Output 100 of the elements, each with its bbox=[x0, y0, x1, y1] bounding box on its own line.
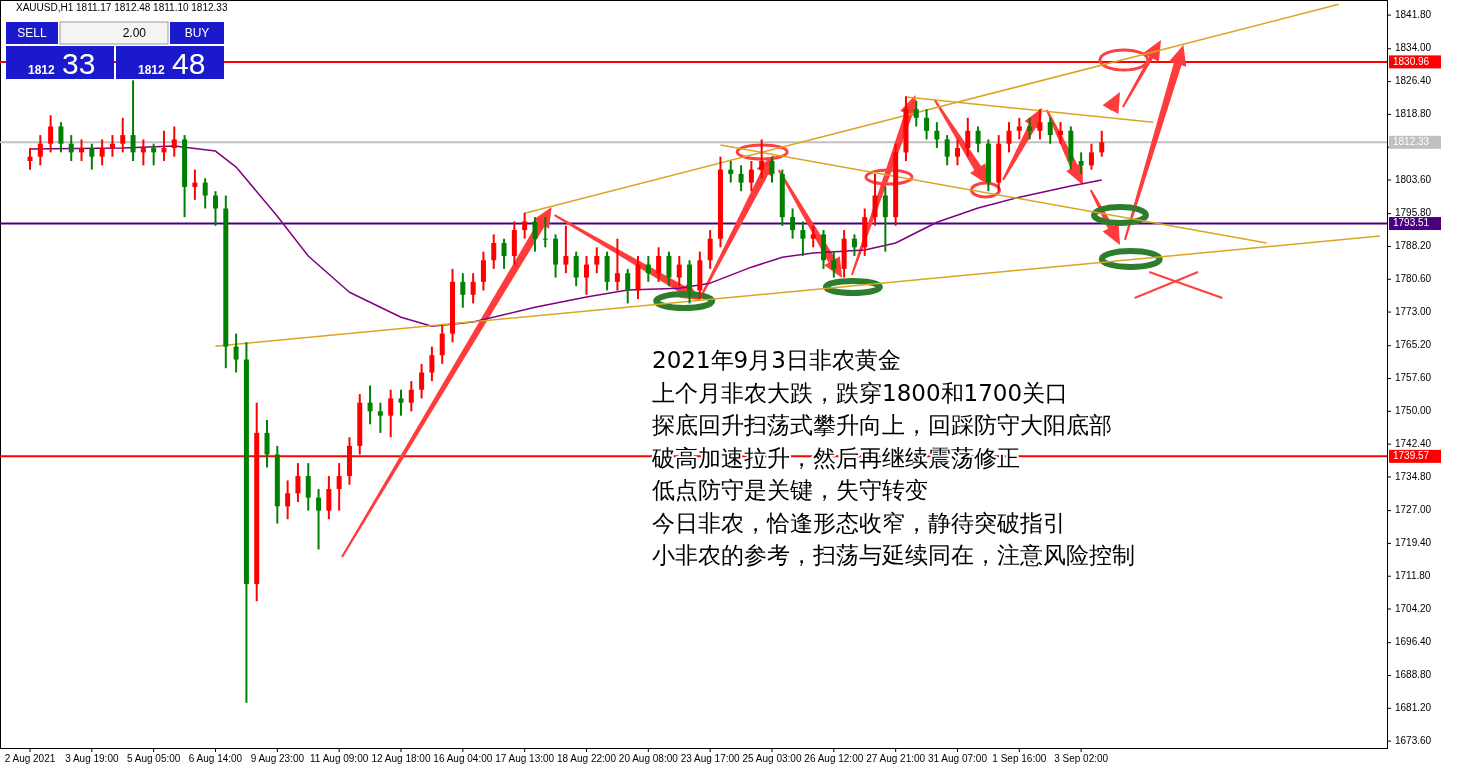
x-tick-label: 5 Aug 05:00 bbox=[126, 753, 181, 764]
ref-line-label: 1812.33 bbox=[1393, 135, 1430, 147]
candlestick bbox=[573, 250, 579, 288]
candlestick bbox=[666, 250, 672, 288]
candlestick bbox=[109, 134, 115, 158]
candlestick bbox=[1037, 108, 1043, 141]
candlestick bbox=[264, 418, 270, 469]
candlestick bbox=[501, 237, 507, 270]
x-tick-label: 2 Aug 2021 bbox=[4, 753, 56, 764]
candlestick bbox=[316, 488, 322, 551]
y-tick-label: 1734.80 bbox=[1395, 470, 1432, 482]
annotation: 48 bbox=[172, 47, 206, 80]
candlestick bbox=[532, 216, 538, 253]
ref-line-label: 1830.96 bbox=[1393, 55, 1430, 67]
candlestick bbox=[37, 134, 43, 167]
candlestick bbox=[213, 190, 218, 227]
chart-title: XAUUSD,H1 1811.17 1812.48 1811.10 1812.33 bbox=[16, 2, 228, 13]
y-tick-label: 1765.20 bbox=[1395, 339, 1432, 351]
annotation: BUY bbox=[184, 26, 210, 40]
y-tick-label: 1834.00 bbox=[1395, 42, 1432, 54]
candlestick bbox=[625, 267, 631, 305]
candlestick bbox=[542, 216, 548, 249]
candlestick bbox=[1006, 121, 1012, 154]
candlestick bbox=[748, 159, 754, 193]
candlestick bbox=[1058, 121, 1064, 145]
candlestick bbox=[27, 147, 33, 171]
x-tick-label: 3 Aug 19:00 bbox=[65, 753, 119, 764]
candlestick bbox=[89, 142, 95, 171]
annotation: 2.00 bbox=[122, 26, 147, 40]
candlestick bbox=[336, 462, 342, 512]
candlestick bbox=[305, 462, 311, 512]
x-tick-label: 3 Sep 02:00 bbox=[1054, 753, 1109, 764]
x-tick-label: 25 Aug 03:00 bbox=[742, 753, 802, 764]
x-tick-label: 11 Aug 09:00 bbox=[310, 753, 369, 764]
candlestick bbox=[140, 138, 146, 167]
annotation: 33 bbox=[62, 47, 96, 80]
candlestick bbox=[326, 475, 332, 521]
y-tick-label: 1711.80 bbox=[1395, 569, 1431, 581]
candlestick bbox=[975, 125, 981, 154]
candlestick bbox=[460, 272, 466, 309]
candlestick bbox=[48, 114, 54, 154]
x-tick-label: 17 Aug 13:00 bbox=[495, 753, 555, 764]
y-tick-label: 1673.60 bbox=[1395, 734, 1432, 746]
y-tick-label: 1795.80 bbox=[1395, 207, 1432, 219]
y-tick-label: 1704.20 bbox=[1395, 602, 1432, 614]
y-tick-label: 1757.60 bbox=[1395, 372, 1432, 384]
x-tick-label: 6 Aug 14:00 bbox=[188, 753, 243, 764]
candlestick bbox=[944, 134, 950, 167]
candlestick bbox=[790, 207, 796, 240]
candlestick bbox=[1088, 142, 1094, 171]
y-tick-label: 1688.80 bbox=[1395, 669, 1432, 681]
candlestick bbox=[851, 233, 857, 257]
candlestick bbox=[439, 324, 445, 365]
annotation: 今日非农，恰逢形态收窄，静待突破指引 bbox=[652, 509, 1066, 536]
candlestick bbox=[58, 121, 64, 154]
candlestick bbox=[419, 362, 425, 400]
candlestick bbox=[161, 129, 167, 162]
candlestick bbox=[882, 185, 888, 253]
candlestick bbox=[707, 229, 713, 270]
annotation: SELL bbox=[17, 26, 47, 40]
annotation: 小非农的参考，扫荡与延续同在，注意风险控制 bbox=[652, 542, 1135, 568]
candlestick bbox=[810, 224, 816, 249]
candlestick bbox=[171, 125, 177, 158]
candlestick bbox=[676, 254, 682, 288]
y-tick-label: 1750.00 bbox=[1395, 404, 1432, 416]
candlestick bbox=[759, 138, 765, 180]
candlestick bbox=[429, 345, 435, 383]
candlestick bbox=[79, 138, 85, 162]
candlestick bbox=[202, 177, 208, 210]
candlestick bbox=[614, 237, 620, 292]
y-tick-label: 1681.20 bbox=[1395, 701, 1432, 713]
x-tick-label: 12 Aug 18:00 bbox=[371, 753, 431, 764]
y-tick-label: 1773.00 bbox=[1395, 305, 1432, 317]
y-tick-label: 1696.40 bbox=[1395, 636, 1432, 648]
annotation: 1812 bbox=[138, 63, 166, 77]
x-tick-label: 26 Aug 12:00 bbox=[804, 753, 864, 764]
candlestick bbox=[924, 108, 930, 141]
annotation: 探底回升扫荡式攀升向上，回踩防守大阳底部 bbox=[652, 412, 1112, 438]
candlestick bbox=[99, 138, 105, 167]
candlestick bbox=[656, 246, 662, 283]
candlestick bbox=[583, 254, 589, 296]
candlestick bbox=[285, 479, 291, 521]
candlestick bbox=[872, 172, 878, 227]
candlestick bbox=[491, 233, 497, 270]
x-tick-label: 9 Aug 23:00 bbox=[250, 753, 305, 764]
y-tick-label: 1826.40 bbox=[1395, 75, 1432, 87]
candlestick bbox=[408, 380, 414, 413]
candlestick bbox=[295, 462, 301, 503]
x-tick-label: 16 Aug 04:00 bbox=[433, 753, 493, 764]
candlestick bbox=[377, 401, 383, 434]
candlestick bbox=[1078, 151, 1084, 175]
candlestick bbox=[1027, 116, 1033, 141]
ref-line-label: 1793.51 bbox=[1393, 217, 1430, 229]
annotation: 上个月非农大跌，跌穿1800和1700关口 bbox=[652, 379, 1069, 406]
x-tick-label: 1 Sep 16:00 bbox=[992, 753, 1047, 764]
candlestick bbox=[831, 250, 837, 279]
y-tick-label: 1788.20 bbox=[1395, 240, 1432, 252]
candlestick bbox=[594, 246, 600, 275]
candlestick bbox=[1099, 129, 1105, 158]
candlestick bbox=[1016, 116, 1022, 141]
